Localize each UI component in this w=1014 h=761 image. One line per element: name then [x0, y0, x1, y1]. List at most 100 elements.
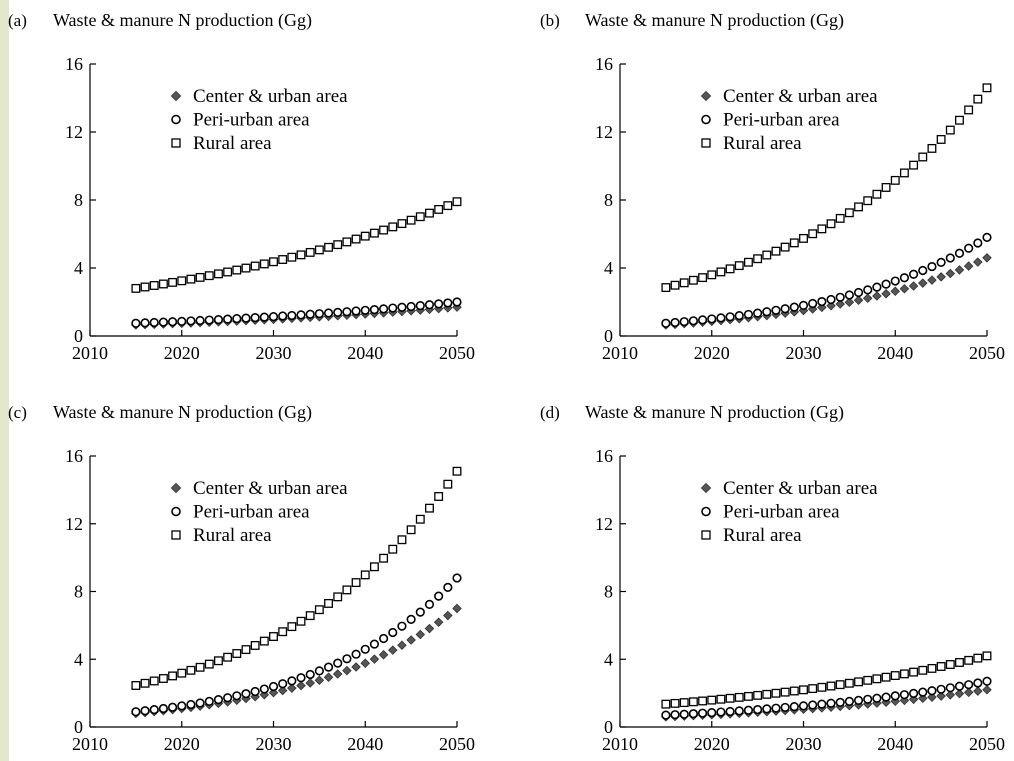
- data-point: [963, 261, 974, 271]
- data-point: [808, 229, 818, 239]
- data-point: [780, 687, 790, 697]
- data-point: [707, 314, 717, 324]
- data-point: [415, 514, 425, 524]
- data-point: [936, 272, 946, 282]
- data-point: [854, 202, 863, 212]
- data-point: [323, 308, 334, 318]
- data-point: [670, 710, 680, 720]
- y-tick-label: 8: [74, 582, 83, 602]
- x-tick-label: 2020: [694, 343, 730, 363]
- data-point: [158, 703, 168, 714]
- data-point: [863, 285, 873, 295]
- legend-label: Center & urban area: [723, 86, 878, 107]
- data-point: [936, 662, 946, 671]
- x-tick-label: 2020: [694, 734, 730, 754]
- data-point: [232, 649, 242, 658]
- data-point: [131, 681, 141, 690]
- data-point: [872, 282, 882, 292]
- data-point: [780, 304, 790, 314]
- data-point: [433, 617, 444, 628]
- data-point: [195, 315, 205, 326]
- data-point: [927, 261, 937, 272]
- data-point: [927, 143, 937, 153]
- data-point: [771, 305, 781, 315]
- data-point: [314, 605, 324, 615]
- series-circle: [661, 676, 992, 720]
- data-point: [826, 681, 836, 691]
- data-point: [360, 644, 370, 654]
- data-point: [388, 544, 398, 554]
- data-point: [826, 219, 836, 229]
- data-point: [177, 701, 187, 711]
- data-point: [909, 667, 919, 677]
- data-point: [186, 665, 196, 675]
- panel-label: (a): [8, 11, 27, 30]
- data-point: [342, 654, 352, 664]
- data-point: [734, 692, 744, 702]
- data-point: [918, 665, 928, 675]
- data-point: [259, 689, 270, 700]
- data-point: [844, 696, 854, 706]
- data-point: [762, 250, 772, 260]
- data-point: [195, 698, 205, 708]
- data-point: [872, 189, 882, 199]
- x-tick-label: 2030: [786, 734, 822, 754]
- x-tick-label: 2040: [877, 734, 913, 754]
- data-point: [259, 636, 269, 646]
- data-point: [443, 298, 453, 308]
- y-tick-label: 12: [595, 514, 613, 534]
- data-point: [945, 253, 955, 263]
- data-point: [332, 669, 343, 679]
- x-tick-label: 2030: [256, 343, 292, 363]
- data-point: [406, 215, 416, 225]
- data-point: [379, 304, 389, 314]
- data-point: [168, 277, 178, 287]
- data-point: [909, 160, 919, 170]
- data-point: [388, 303, 398, 313]
- data-point: [278, 679, 288, 689]
- data-point: [250, 261, 260, 271]
- data-point: [351, 649, 361, 659]
- legend-label: Peri-urban area: [193, 502, 310, 523]
- data-point: [323, 662, 334, 672]
- data-point: [670, 698, 680, 708]
- data-point: [808, 298, 818, 309]
- data-point: [863, 196, 873, 206]
- y-tick-label: 4: [604, 258, 613, 278]
- chart-title: Waste & manure N production (Gg): [585, 10, 844, 31]
- data-point: [661, 699, 671, 709]
- data-point: [918, 152, 928, 162]
- data-point: [862, 293, 873, 303]
- data-point: [936, 684, 946, 694]
- data-point: [881, 288, 891, 299]
- data-point: [670, 280, 680, 290]
- data-point: [890, 276, 900, 286]
- data-point: [314, 309, 324, 319]
- legend-label: Center & urban area: [723, 478, 878, 499]
- data-point: [789, 702, 799, 712]
- data-point: [167, 317, 178, 327]
- data-point: [287, 683, 297, 693]
- legend-marker: [171, 506, 181, 517]
- data-point: [863, 675, 873, 685]
- data-point: [241, 645, 251, 655]
- data-point: [927, 663, 937, 673]
- data-point: [415, 212, 425, 222]
- legend-label: Rural area: [723, 133, 802, 154]
- data-point: [697, 315, 708, 325]
- series-square: [131, 466, 462, 690]
- data-point: [443, 582, 453, 592]
- data-point: [982, 676, 992, 686]
- data-point: [936, 691, 946, 701]
- legend-label: Rural area: [723, 525, 802, 546]
- data-point: [688, 275, 698, 285]
- y-tick-label: 4: [74, 258, 83, 278]
- data-point: [927, 692, 937, 702]
- data-point: [397, 640, 407, 651]
- data-point: [287, 676, 297, 686]
- data-point: [899, 283, 910, 294]
- data-point: [379, 225, 389, 235]
- legend-label: Center & urban area: [193, 478, 348, 499]
- data-point: [278, 311, 288, 321]
- data-point: [734, 311, 744, 321]
